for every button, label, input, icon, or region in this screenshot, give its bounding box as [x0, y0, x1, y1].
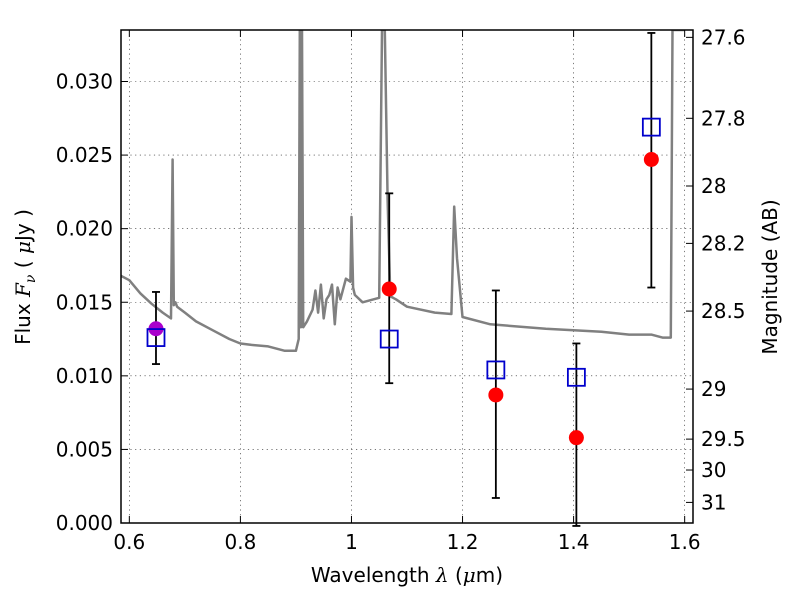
- x-tick-label: 1.2: [447, 530, 479, 554]
- y2-tick-label: 27.6: [701, 25, 746, 49]
- x-tick-label: 1: [345, 530, 358, 554]
- y2-tick-label: 28: [701, 174, 726, 198]
- marker-layer: [146, 32, 661, 527]
- x-axis-title: Wavelength λ (μm): [311, 563, 503, 587]
- y2-tick-label: 30: [701, 458, 726, 482]
- observed-flux-point: [488, 387, 504, 403]
- series-layer: [121, 30, 685, 353]
- observed-flux-point: [643, 152, 659, 168]
- y2-tick-label: 29.5: [701, 427, 746, 451]
- y-tick-label: 0.005: [56, 437, 113, 461]
- y-axis-title: Flux Fν ( μJy ): [11, 209, 39, 345]
- plot-frame: [120, 29, 694, 524]
- y2-tick-label: 27.8: [701, 106, 746, 130]
- observed-flux-point: [568, 430, 584, 446]
- model-sed-line: [121, 30, 685, 353]
- y-tick-label: 0.000: [56, 511, 113, 535]
- x-tick-label: 1.6: [669, 530, 701, 554]
- y2-axis-title: Magnitude (AB): [758, 199, 782, 354]
- y-tick-label: 0.025: [56, 143, 113, 167]
- model-flux-square: [486, 360, 506, 380]
- y2-tick-label: 31: [701, 490, 726, 514]
- plot-background: [121, 30, 693, 523]
- y-tick-label: 0.020: [56, 217, 113, 241]
- x-tick-label: 0.8: [224, 530, 256, 554]
- y-tick-label: 0.010: [56, 364, 113, 388]
- model-flux-square: [641, 117, 661, 137]
- y-tick-label: 0.015: [56, 290, 113, 314]
- y-tick-label: 0.030: [56, 70, 113, 94]
- y2-tick-label: 28.5: [701, 299, 746, 323]
- observed-flux-point: [381, 281, 397, 297]
- y2-tick-label: 28.2: [701, 231, 746, 255]
- ticks: 0.6 0.8 1 1.2 1.4 1.6 0.000 0.005 0.010 0.015 0.02…: [56, 25, 746, 554]
- model-flux-square: [379, 329, 399, 349]
- model-flux-square: [566, 367, 586, 387]
- x-tick-label: 0.6: [113, 530, 145, 554]
- x-tick-label: 1.4: [558, 530, 590, 554]
- y2-tick-label: 29: [701, 377, 726, 401]
- model-flux-square: [146, 328, 166, 347]
